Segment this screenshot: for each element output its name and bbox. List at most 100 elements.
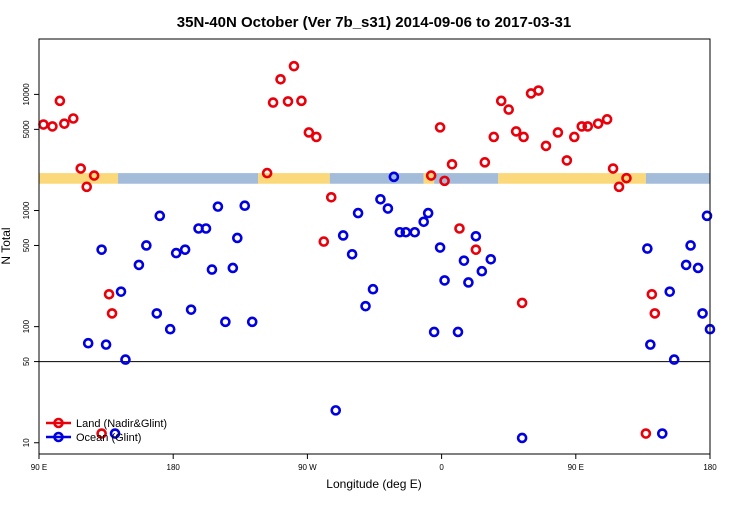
land-point [552,127,564,138]
ocean-point [680,259,692,271]
land-point [540,140,552,152]
ocean-point [170,247,182,259]
ocean-point [470,230,482,242]
x-tick-label: 180 [703,463,717,472]
land-point [267,97,279,108]
land-point [75,163,87,174]
ocean-point [185,304,197,315]
ocean-point [388,171,400,183]
ocean-point [360,300,371,312]
ocean-point [463,277,474,288]
ocean-point [452,326,464,338]
legend-label: Ocean (Glint) [76,432,141,444]
ocean-point [375,193,386,205]
ocean-point [422,207,434,219]
land-point [261,167,273,179]
land-point [425,170,437,181]
land-point [510,126,522,137]
ocean-point [434,242,446,253]
land-point [288,60,300,72]
y-tick-label: 50 [22,357,31,366]
surface-band-ocean [434,173,499,184]
x-tick-label: 0 [439,463,444,472]
land-point [454,223,465,234]
ocean-point [701,210,713,222]
land-point [569,131,580,143]
land-point [303,127,315,138]
ocean-point [394,226,406,238]
land-point [96,428,107,439]
ocean-point [409,226,421,238]
land-point [646,288,658,300]
land-point [275,73,286,85]
land-point [106,308,118,319]
surface-band-land [39,173,119,184]
ocean-point [418,216,430,228]
ocean-point [645,339,656,350]
ocean-point [642,243,653,254]
ocean-point [382,203,394,214]
land-point [88,170,100,181]
ocean-point [476,265,488,277]
land-point [479,157,491,168]
surface-band-land [498,173,646,184]
land-point [81,181,93,193]
ocean-point [212,201,224,212]
land-point [607,163,619,174]
ocean-point [232,232,243,244]
land-point [503,104,515,115]
y-tick-label: 500 [22,238,31,252]
land-point [561,155,573,166]
ocean-point [485,254,497,265]
y-tick-label: 1000 [22,201,31,219]
ocean-point [697,308,708,319]
ocean-point [154,210,166,222]
surface-band-ocean [329,173,424,184]
ocean-point [337,230,349,241]
ocean-point [164,323,176,335]
ocean-point [439,275,450,286]
x-tick-label: 90 E [31,463,47,472]
y-tick-label: 100 [22,319,31,333]
land-point [518,131,529,143]
ocean-point [664,286,676,297]
legend-marker [53,417,64,429]
ocean-point [656,428,668,439]
land-point [325,191,337,203]
land-point [67,113,79,124]
ocean-point [141,240,152,251]
ocean-point [352,207,364,219]
land-point [318,236,330,247]
land-point [649,308,661,319]
surface-band-land [258,173,330,184]
ocean-point [685,240,696,251]
y-axis-label: N Total [0,227,13,264]
plot-frame [38,38,711,455]
x-axis-label: Longitude (deg E) [326,477,421,491]
ocean-point [96,244,107,255]
land-point [296,95,307,107]
land-point [582,121,594,132]
land-point [446,159,458,170]
y-tick-label: 5000 [22,120,31,138]
land-point [439,175,450,187]
chart-title: 35N-40N October (Ver 7b_s31) 2014-09-06 … [177,14,571,31]
land-point [488,131,500,143]
ocean-point [206,264,218,275]
surface-band-ocean [118,173,259,184]
ocean-point [692,262,704,274]
land-point [601,114,613,125]
ocean-point [458,255,470,266]
surface-band-ocean [645,173,710,184]
land-point [47,121,58,132]
ocean-point [428,326,440,338]
ocean-point [516,432,528,444]
land-point [533,85,544,96]
ocean-point [668,354,680,365]
axes: 90 E 180 90 W 0 90 E 180 10 50 100 500 1000 5000 100… [22,83,717,472]
land-point [576,121,588,132]
land-point [434,122,446,133]
land-point [54,95,66,107]
